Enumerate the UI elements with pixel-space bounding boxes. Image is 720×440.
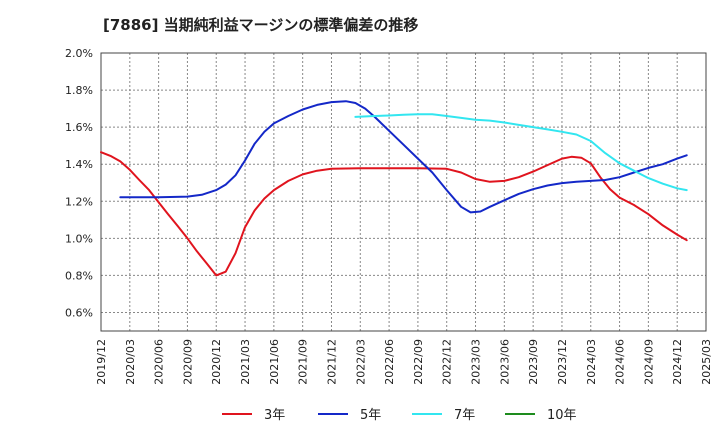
- legend-label-5y: 5年: [360, 408, 381, 423]
- y-tick-label: 0.6%: [65, 306, 93, 319]
- y-tick-label: 2.0%: [65, 47, 93, 60]
- plot-border: [100, 52, 707, 332]
- x-tick-label: 2022/06: [383, 339, 396, 385]
- x-tick-label: 2019/12: [95, 339, 108, 385]
- x-tick-label: 2020/09: [181, 339, 194, 385]
- legend-label-7y: 7年: [454, 408, 475, 423]
- legend-label-10y: 10年: [547, 408, 577, 423]
- x-tick-label: 2022/09: [412, 339, 425, 385]
- x-tick-label: 2020/12: [210, 339, 223, 385]
- x-tick-label: 2023/12: [556, 339, 569, 385]
- series-line-3y: [100, 151, 688, 277]
- chart-title: [7886] 当期純利益マージンの標準偏差の推移: [103, 16, 419, 34]
- x-tick-label: 2020/06: [153, 339, 166, 385]
- legend-label-3y: 3年: [264, 408, 285, 423]
- x-tick-label: 2023/09: [527, 339, 540, 385]
- y-tick-label: 1.8%: [65, 84, 93, 97]
- x-tick-label: 2021/03: [239, 339, 252, 385]
- y-tick-label: 1.2%: [65, 195, 93, 208]
- x-tick-label: 2022/12: [441, 339, 454, 385]
- y-tick-label: 1.4%: [65, 158, 93, 171]
- series-line-5y: [119, 100, 688, 214]
- x-tick-label: 2024/06: [614, 339, 627, 385]
- x-tick-label: 2024/09: [642, 339, 655, 385]
- x-tick-label: 2021/09: [297, 339, 310, 385]
- y-tick-label: 1.6%: [65, 121, 93, 134]
- x-tick-label: 2020/03: [124, 339, 137, 385]
- x-tick-label: 2023/03: [470, 339, 483, 385]
- x-tick-label: 2021/12: [325, 339, 338, 385]
- x-tick-label: 2024/03: [585, 339, 598, 385]
- y-tick-label: 0.8%: [65, 269, 93, 282]
- series-line-7y: [354, 113, 688, 192]
- x-tick-label: 2021/06: [268, 339, 281, 385]
- x-tick-label: 2024/12: [671, 339, 684, 385]
- x-tick-label: 2022/03: [354, 339, 367, 385]
- x-tick-label: 2025/03: [700, 339, 713, 385]
- plot-area: [101, 53, 706, 331]
- y-tick-label: 1.0%: [65, 232, 93, 245]
- x-tick-label: 2023/06: [498, 339, 511, 385]
